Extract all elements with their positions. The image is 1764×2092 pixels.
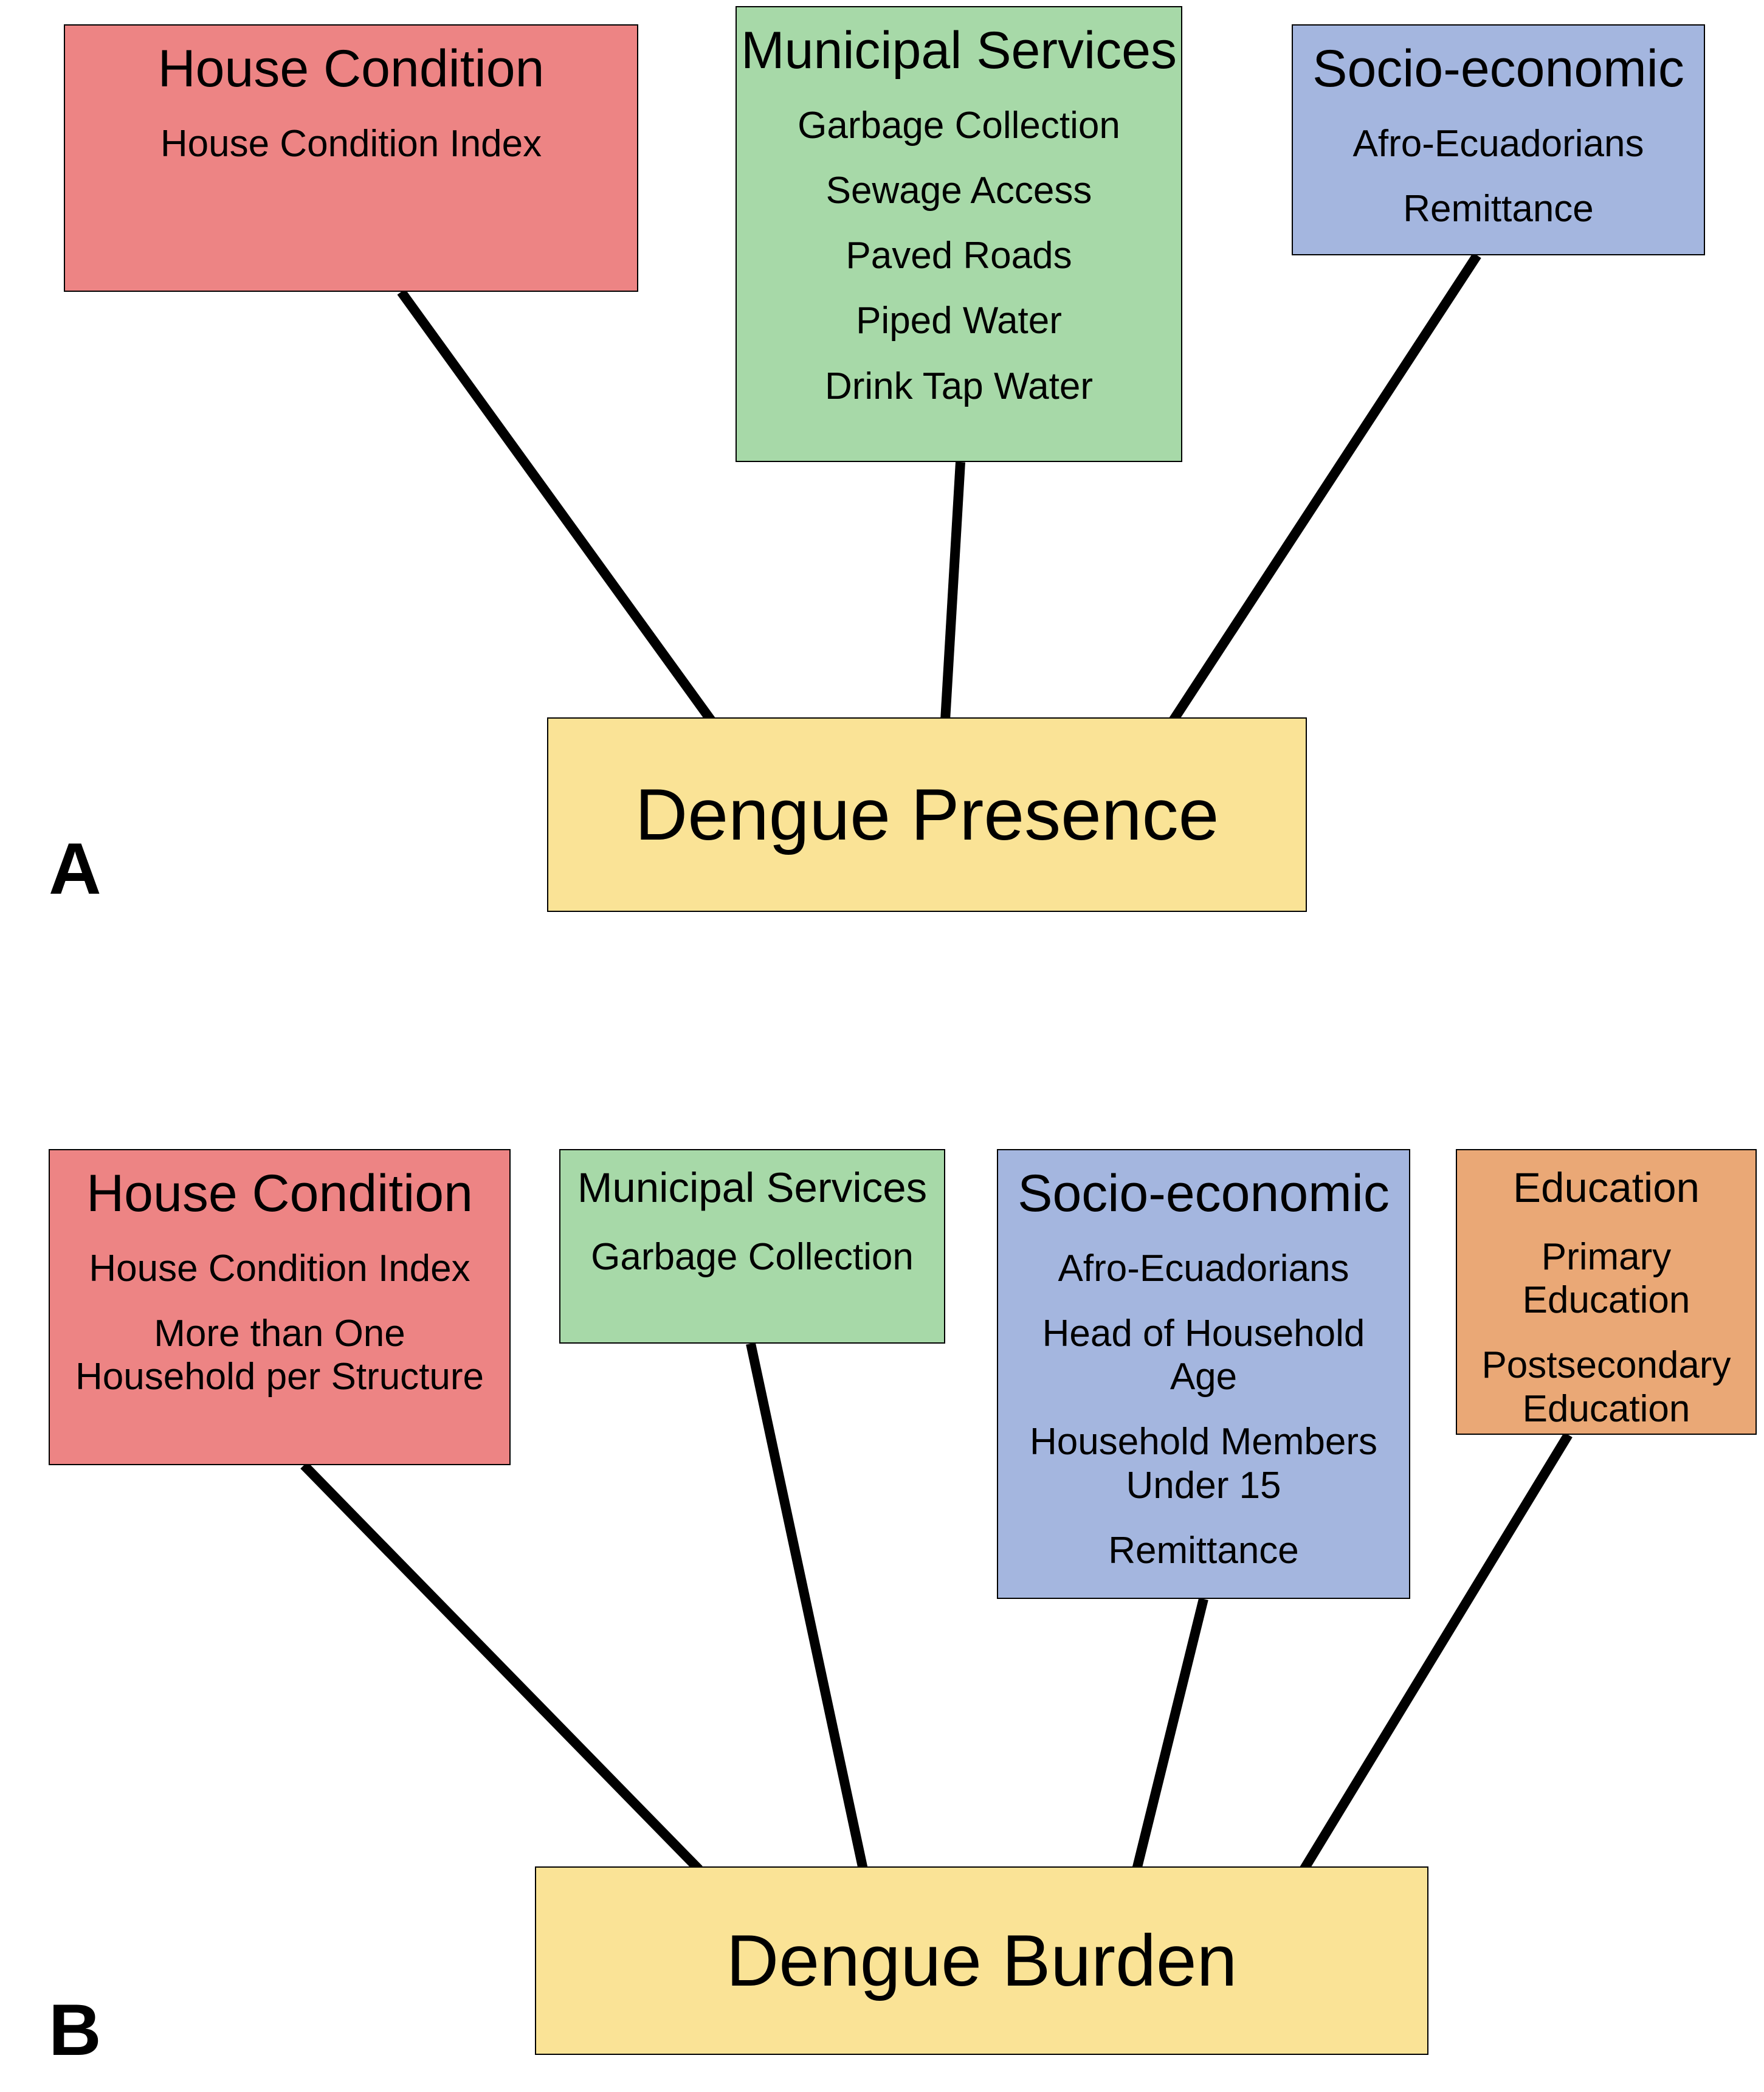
panel-b-edges [0,0,1764,2092]
panel_b-edge-1 [751,1344,863,1869]
b-municipal-items: Garbage Collection [560,1235,944,1279]
b-socio-node: Socio-economic Afro-Ecuadorians Head of Ho… [997,1149,1410,1599]
b-socio-title: Socio-economic [998,1165,1409,1223]
b-house-node: House Condition House Condition Index More… [49,1149,511,1465]
b-education-node: Education Primary Education Postsecondary … [1456,1149,1757,1435]
b-education-item-0: Primary Education [1457,1235,1755,1322]
b-education-item-1: Postsecondary Education [1457,1344,1755,1431]
panel_b-edge-0 [304,1465,699,1869]
b-house-title: House Condition [50,1165,509,1223]
panel_b-label: B [49,1988,102,2072]
b-socio-item-0: Afro-Ecuadorians [998,1247,1409,1290]
panel-b: House ConditionHouse Condition IndexMore… [0,0,1764,943]
panel_b-outcome-label: Dengue Burden [726,1919,1238,2003]
b-municipal-title: Municipal Services [560,1165,944,1211]
b-education-title: Education [1457,1165,1755,1211]
b-house-items: House Condition Index More than One House… [50,1247,509,1399]
b-house-item-1: More than One Household per Structure [50,1312,509,1399]
b-house-item-0: House Condition Index [50,1247,509,1290]
b-education-items: Primary Education Postsecondary Education [1457,1235,1755,1431]
b-socio-item-2: Household Members Under 15 [998,1420,1409,1507]
b-municipal-node: Municipal Services Garbage Collection [559,1149,945,1344]
b-socio-item-3: Remittance [998,1529,1409,1572]
panel_b-edge-2 [1137,1599,1204,1869]
b-socio-items: Afro-Ecuadorians Head of Household Age Hou… [998,1247,1409,1573]
b-municipal-item-0: Garbage Collection [560,1235,944,1279]
panel_b-outcome: Dengue Burden [535,1866,1428,2055]
b-socio-item-1: Head of Household Age [998,1312,1409,1399]
